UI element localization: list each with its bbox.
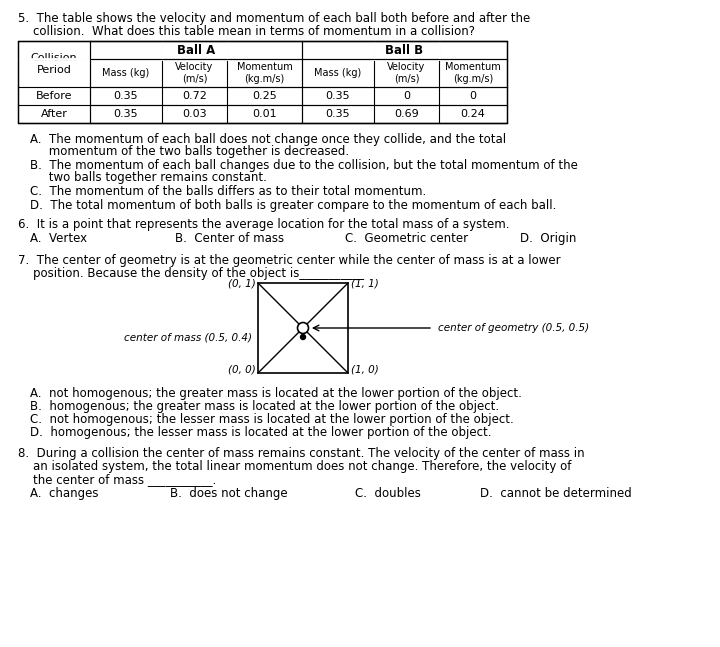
Text: D.  homogenous; the lesser mass is located at the lower portion of the object.: D. homogenous; the lesser mass is locate… — [30, 426, 492, 439]
Circle shape — [297, 322, 308, 333]
Text: (0, 0): (0, 0) — [228, 365, 256, 375]
Text: A.  Vertex: A. Vertex — [30, 232, 87, 245]
Circle shape — [300, 334, 305, 340]
Text: 0.69: 0.69 — [394, 109, 419, 119]
Text: D.  Origin: D. Origin — [520, 232, 577, 245]
Text: center of geometry (0.5, 0.5): center of geometry (0.5, 0.5) — [438, 323, 589, 333]
Text: momentum of the two balls together is decreased.: momentum of the two balls together is de… — [30, 145, 349, 158]
Text: 7.  The center of geometry is at the geometric center while the center of mass i: 7. The center of geometry is at the geom… — [18, 254, 561, 267]
Text: (1, 0): (1, 0) — [351, 365, 379, 375]
Text: 8.  During a collision the center of mass remains constant. The velocity of the : 8. During a collision the center of mass… — [18, 447, 585, 460]
Text: D.  The total momentum of both balls is greater compare to the momentum of each : D. The total momentum of both balls is g… — [30, 199, 557, 212]
Text: 0.35: 0.35 — [114, 91, 138, 101]
Text: center of mass (0.5, 0.4): center of mass (0.5, 0.4) — [124, 332, 252, 342]
Text: Before: Before — [36, 91, 72, 101]
Text: C.  doubles: C. doubles — [355, 487, 421, 500]
Text: two balls together remains constant.: two balls together remains constant. — [30, 171, 267, 184]
Text: 6.  It is a point that represents the average location for the total mass of a s: 6. It is a point that represents the ave… — [18, 218, 510, 231]
Text: Ball B: Ball B — [385, 43, 423, 56]
Text: 0: 0 — [403, 91, 410, 101]
Text: 0.35: 0.35 — [114, 109, 138, 119]
Text: Mass (kg): Mass (kg) — [315, 68, 361, 78]
Text: 5.  The table shows the velocity and momentum of each ball both before and after: 5. The table shows the velocity and mome… — [18, 12, 530, 25]
Text: 0: 0 — [469, 91, 477, 101]
Bar — [18, 41, 507, 123]
Text: B.  Center of mass: B. Center of mass — [175, 232, 284, 245]
Text: C.  Geometric center: C. Geometric center — [345, 232, 468, 245]
Bar — [258, 283, 348, 373]
Bar — [18, 41, 507, 123]
Text: Ball A: Ball A — [177, 43, 215, 56]
Text: 0.72: 0.72 — [182, 91, 207, 101]
Text: the center of mass ___________.: the center of mass ___________. — [18, 473, 216, 486]
Text: Velocity
(m/s): Velocity (m/s) — [176, 62, 214, 84]
Text: 0.03: 0.03 — [182, 109, 207, 119]
Text: Momentum
(kg.m/s): Momentum (kg.m/s) — [445, 62, 501, 84]
Text: 0.35: 0.35 — [325, 109, 351, 119]
Text: Velocity
(m/s): Velocity (m/s) — [387, 62, 426, 84]
Text: B.  does not change: B. does not change — [170, 487, 287, 500]
Text: A.  The momentum of each ball does not change once they collide, and the total: A. The momentum of each ball does not ch… — [30, 133, 506, 146]
Text: 0.35: 0.35 — [325, 91, 351, 101]
Text: C.  not homogenous; the lesser mass is located at the lower portion of the objec: C. not homogenous; the lesser mass is lo… — [30, 413, 514, 426]
Text: B.  The momentum of each ball changes due to the collision, but the total moment: B. The momentum of each ball changes due… — [30, 159, 578, 172]
Text: A.  changes: A. changes — [30, 487, 99, 500]
Text: Collision
Period: Collision Period — [31, 53, 77, 75]
Text: Momentum
(kg.m/s): Momentum (kg.m/s) — [237, 62, 292, 84]
Text: A.  not homogenous; the greater mass is located at the lower portion of the obje: A. not homogenous; the greater mass is l… — [30, 387, 522, 400]
Text: (1, 1): (1, 1) — [351, 279, 379, 289]
Text: Mass (kg): Mass (kg) — [102, 68, 150, 78]
Text: 0.24: 0.24 — [461, 109, 485, 119]
Text: 0.01: 0.01 — [252, 109, 276, 119]
Text: B.  homogenous; the greater mass is located at the lower portion of the object.: B. homogenous; the greater mass is locat… — [30, 400, 499, 413]
Text: (0, 1): (0, 1) — [228, 279, 256, 289]
Text: position. Because the density of the object is___________: position. Because the density of the obj… — [18, 267, 364, 280]
Text: D.  cannot be determined: D. cannot be determined — [480, 487, 631, 500]
Text: 0.25: 0.25 — [252, 91, 277, 101]
Text: an isolated system, the total linear momentum does not change. Therefore, the ve: an isolated system, the total linear mom… — [18, 460, 572, 473]
Text: C.  The momentum of the balls differs as to their total momentum.: C. The momentum of the balls differs as … — [30, 185, 426, 198]
Text: collision.  What does this table mean in terms of momentum in a collision?: collision. What does this table mean in … — [18, 25, 475, 38]
Text: After: After — [40, 109, 68, 119]
